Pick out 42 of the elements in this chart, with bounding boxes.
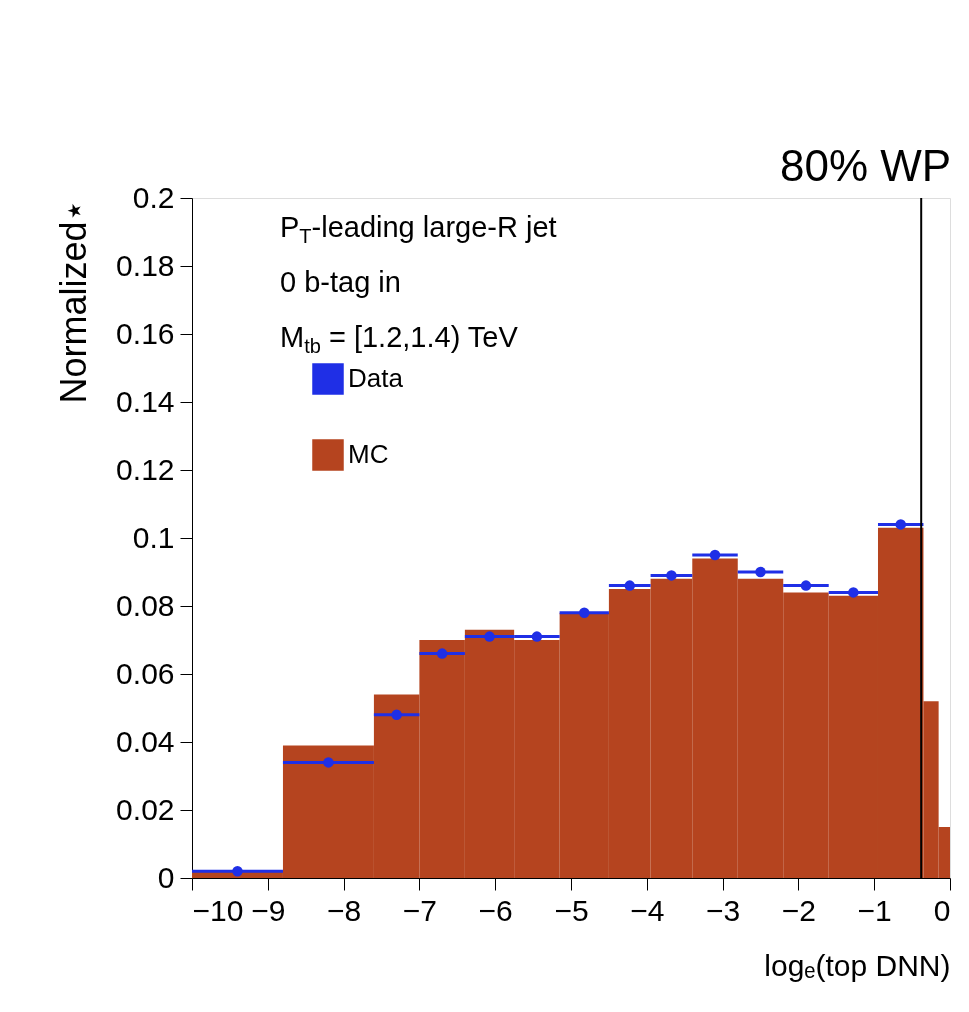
point [484, 631, 495, 642]
y-tick-label: 0.02 [116, 792, 175, 826]
x-tick-label: −2 [781, 893, 817, 927]
point [436, 648, 448, 659]
y-tick-label: 0.1 [132, 520, 175, 554]
point [895, 519, 906, 530]
y-tick-label: 0.16 [116, 316, 175, 350]
y-tick-label: 0.04 [116, 724, 175, 758]
point [531, 631, 543, 642]
y-axis-title: Normalized⋆ [53, 198, 95, 404]
point [755, 566, 766, 578]
y-tick-label: 0 [157, 860, 175, 894]
point [848, 587, 859, 598]
x-tick-label: −6 [478, 893, 513, 927]
annotation: 0 b-tag in [280, 266, 401, 298]
point [624, 580, 635, 591]
x-tick-label: −9 [251, 893, 286, 927]
y-tick-label: 0.08 [116, 588, 175, 622]
point [579, 607, 590, 619]
y-tick-label: 0.18 [116, 248, 175, 282]
point [800, 580, 812, 591]
y-tick-label: 0.2 [132, 180, 175, 214]
x-tick-label: 0 [933, 893, 951, 927]
x-tick-label: −5 [554, 893, 589, 927]
legend-label: Data [348, 363, 404, 393]
point [666, 570, 677, 581]
x-tick-label: −8 [326, 893, 362, 927]
y-tick-label: 0.06 [116, 656, 175, 690]
x-axis-title: logₑ(top DNN) [764, 948, 951, 982]
x-tick-label: −7 [402, 893, 438, 927]
ref-line-label: 80% WP [780, 141, 952, 190]
y-tick-label: 0.12 [116, 452, 175, 486]
x-tick-label: −4 [630, 893, 665, 927]
x-tick-label: −3 [705, 893, 741, 927]
x-tick-label: −10 [192, 893, 244, 927]
point [232, 865, 243, 877]
point [709, 549, 721, 561]
legend-label: MC [348, 439, 389, 469]
y-tick-label: 0.14 [116, 384, 175, 418]
x-tick-label: −1 [857, 893, 892, 927]
point [391, 709, 402, 721]
point [323, 757, 334, 768]
